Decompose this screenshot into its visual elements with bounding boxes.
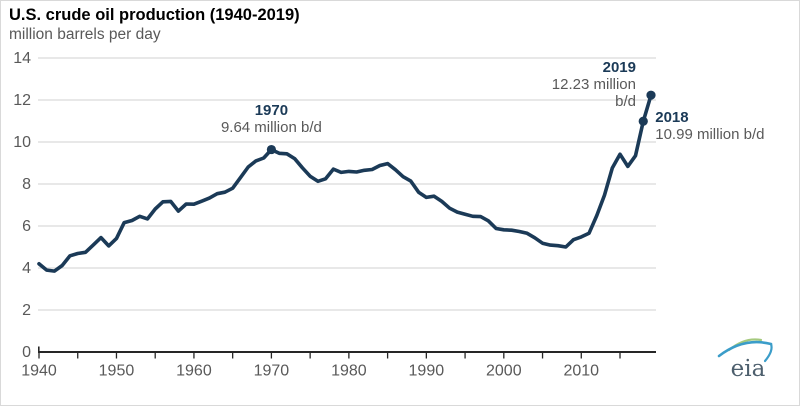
x-tick-label-1950: 1950 — [99, 362, 135, 379]
y-tick-label-14: 14 — [13, 50, 31, 67]
production-line — [37, 93, 653, 273]
annotation-2019: 2019 12.23 million b/d — [552, 59, 636, 110]
x-tick-label-2000: 2000 — [486, 362, 522, 379]
y-tick-label-2: 2 — [22, 302, 31, 319]
x-tick-label-1990: 1990 — [409, 362, 445, 379]
annotation-1970-value-label: 9.64 million b/d — [220, 118, 322, 136]
data-point-marker-2019 — [646, 90, 656, 100]
eia-logo-blue-arc-icon — [717, 340, 773, 358]
y-tick-label-10: 10 — [13, 134, 31, 151]
eia-logo-text: eia — [731, 356, 766, 382]
chart-title: U.S. crude oil production (1940-2019) — [9, 6, 300, 24]
chart-header: U.S. crude oil production (1940-2019) mi… — [9, 5, 300, 45]
y-tick-label-4: 4 — [22, 260, 31, 277]
annotation-1970-year-label: 1970 — [254, 101, 289, 119]
annotation-2018-value-label: 10.99 million b/d — [655, 126, 765, 144]
eia-logo: eia — [717, 338, 773, 382]
y-tick-label-12: 12 — [13, 92, 31, 109]
x-tick-label-1960: 1960 — [176, 362, 212, 379]
x-tick-label-1970: 1970 — [254, 362, 290, 379]
annotation-2019-value-label-unit: b/d — [615, 93, 636, 111]
y-tick-label-6: 6 — [22, 218, 31, 235]
annotation-2018-year-label: 2018 — [655, 109, 689, 127]
x-tick-label-2010: 2010 — [563, 362, 599, 379]
eia-logo-blue-hook-icon — [763, 342, 773, 363]
y-tick-label-0: 0 — [22, 344, 31, 361]
data-point-marker-2018 — [638, 116, 648, 126]
annotation-1970: 1970 9.64 million b/d — [221, 102, 322, 136]
annotation-2018: 2018 10.99 million b/d — [655, 109, 764, 143]
x-tick-label-1980: 1980 — [331, 362, 367, 379]
data-point-marker-1970 — [266, 144, 277, 155]
annotation-2019-value-label: 12.23 million — [551, 76, 636, 94]
y-tick-label-8: 8 — [22, 176, 31, 193]
chart-subtitle: million barrels per day — [9, 26, 161, 43]
annotation-2019-year-label: 2019 — [602, 59, 636, 77]
x-tick-label-1940: 1940 — [21, 362, 57, 379]
